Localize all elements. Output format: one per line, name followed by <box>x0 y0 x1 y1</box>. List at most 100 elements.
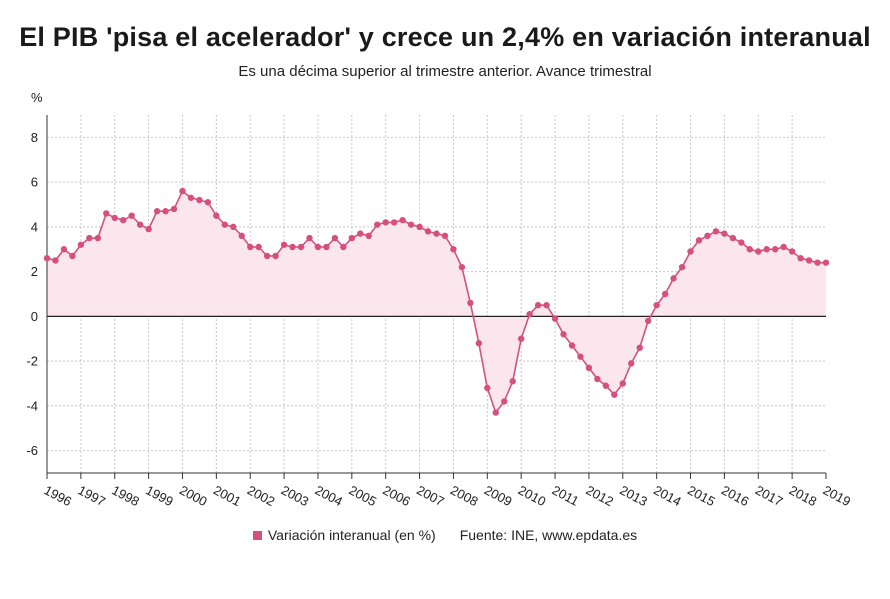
series-point <box>628 360 635 367</box>
chart-title: El PIB 'pisa el acelerador' y crece un 2… <box>19 22 871 52</box>
y-tick-label: 0 <box>31 309 38 324</box>
series-point <box>153 208 161 215</box>
series-point <box>636 344 643 351</box>
series-point <box>69 252 76 260</box>
series-point <box>86 234 93 242</box>
x-tick-label: 2016 <box>719 482 752 509</box>
series-point <box>60 246 68 253</box>
series-point <box>314 243 322 251</box>
chart-legend: Variación interanual (en %) Fuente: INE, … <box>0 527 890 543</box>
series-point <box>170 205 178 213</box>
series-point <box>374 221 381 228</box>
x-tick-label: 2019 <box>821 482 854 509</box>
y-axis-unit-label: % <box>31 90 43 105</box>
series-point <box>179 187 186 195</box>
series-point <box>501 398 508 405</box>
x-tick-label: 2006 <box>380 482 413 509</box>
series-point <box>805 257 813 264</box>
series-point <box>187 194 195 201</box>
series-point <box>467 299 474 307</box>
series-point <box>763 246 770 253</box>
series-point <box>611 391 618 398</box>
series-point <box>52 257 59 264</box>
series-point <box>390 219 398 226</box>
series-point <box>196 196 203 204</box>
series-point <box>297 243 305 251</box>
series-point <box>103 210 110 217</box>
series-point <box>306 234 313 242</box>
series-point <box>416 223 423 231</box>
series-point <box>407 221 415 228</box>
series-point <box>280 241 288 248</box>
series-point <box>136 221 144 228</box>
series-point <box>475 340 483 347</box>
x-tick-label: 1996 <box>42 482 75 509</box>
chart-subtitle: Es una décima superior al trimestre ante… <box>238 63 652 80</box>
x-tick-label: 1997 <box>75 482 108 509</box>
series-point <box>263 252 271 260</box>
series-point <box>560 331 567 338</box>
series-point <box>331 234 339 242</box>
series-point <box>678 263 686 271</box>
series-point <box>509 378 516 385</box>
series-point <box>348 234 356 242</box>
x-tick-label: 2000 <box>177 482 210 509</box>
series-point <box>221 221 229 228</box>
series-point <box>780 243 787 251</box>
series-point <box>120 216 127 224</box>
series-point <box>77 241 85 248</box>
series-point <box>687 248 694 255</box>
series-point <box>247 243 254 251</box>
y-tick-label: -4 <box>26 398 38 413</box>
series-point <box>128 212 135 219</box>
x-tick-label: 2011 <box>550 482 582 508</box>
y-tick-label: 6 <box>31 175 38 190</box>
series-point <box>755 248 762 255</box>
series-point <box>43 255 51 262</box>
x-tick-label: 2007 <box>414 482 447 509</box>
x-tick-label: 2009 <box>482 482 515 509</box>
series-point <box>340 243 347 251</box>
series-point <box>551 315 559 322</box>
series-point <box>450 246 457 253</box>
y-tick-label: -6 <box>26 443 38 458</box>
series-point <box>204 199 212 206</box>
series-point <box>721 230 728 237</box>
series-point <box>162 208 169 215</box>
x-tick-label: 2005 <box>346 482 379 509</box>
series-point <box>526 310 533 318</box>
series-point <box>365 232 372 240</box>
legend-swatch <box>252 531 262 540</box>
series-point <box>729 234 737 242</box>
series-point <box>213 212 220 219</box>
series-point <box>695 237 703 244</box>
series-point <box>585 364 593 372</box>
x-tick-label: 2008 <box>448 482 481 509</box>
series-point <box>441 232 449 240</box>
x-tick-label: 1999 <box>143 482 176 509</box>
series-point <box>492 409 499 416</box>
series-point <box>543 301 550 309</box>
y-tick-label: 8 <box>31 130 38 145</box>
series-point <box>230 223 237 231</box>
series-point <box>712 228 720 235</box>
series-point <box>238 232 245 240</box>
legend-series-label: Variación interanual (en %) <box>267 527 436 543</box>
series-point <box>272 252 279 260</box>
series-point <box>772 246 779 253</box>
series-point <box>534 301 542 309</box>
x-tick-label: 2003 <box>279 482 312 509</box>
x-tick-label: 2001 <box>211 482 244 509</box>
x-tick-label: 2013 <box>617 482 650 509</box>
series-point <box>594 375 601 383</box>
series-point <box>644 317 652 325</box>
x-tick-label: 2014 <box>651 482 684 509</box>
series-point <box>382 219 389 226</box>
series-point <box>484 384 491 392</box>
series-point <box>424 228 432 235</box>
x-tick-label: 2004 <box>313 482 346 509</box>
x-tick-label: 1998 <box>109 482 142 509</box>
series-point <box>357 230 364 237</box>
series-point <box>746 246 753 253</box>
